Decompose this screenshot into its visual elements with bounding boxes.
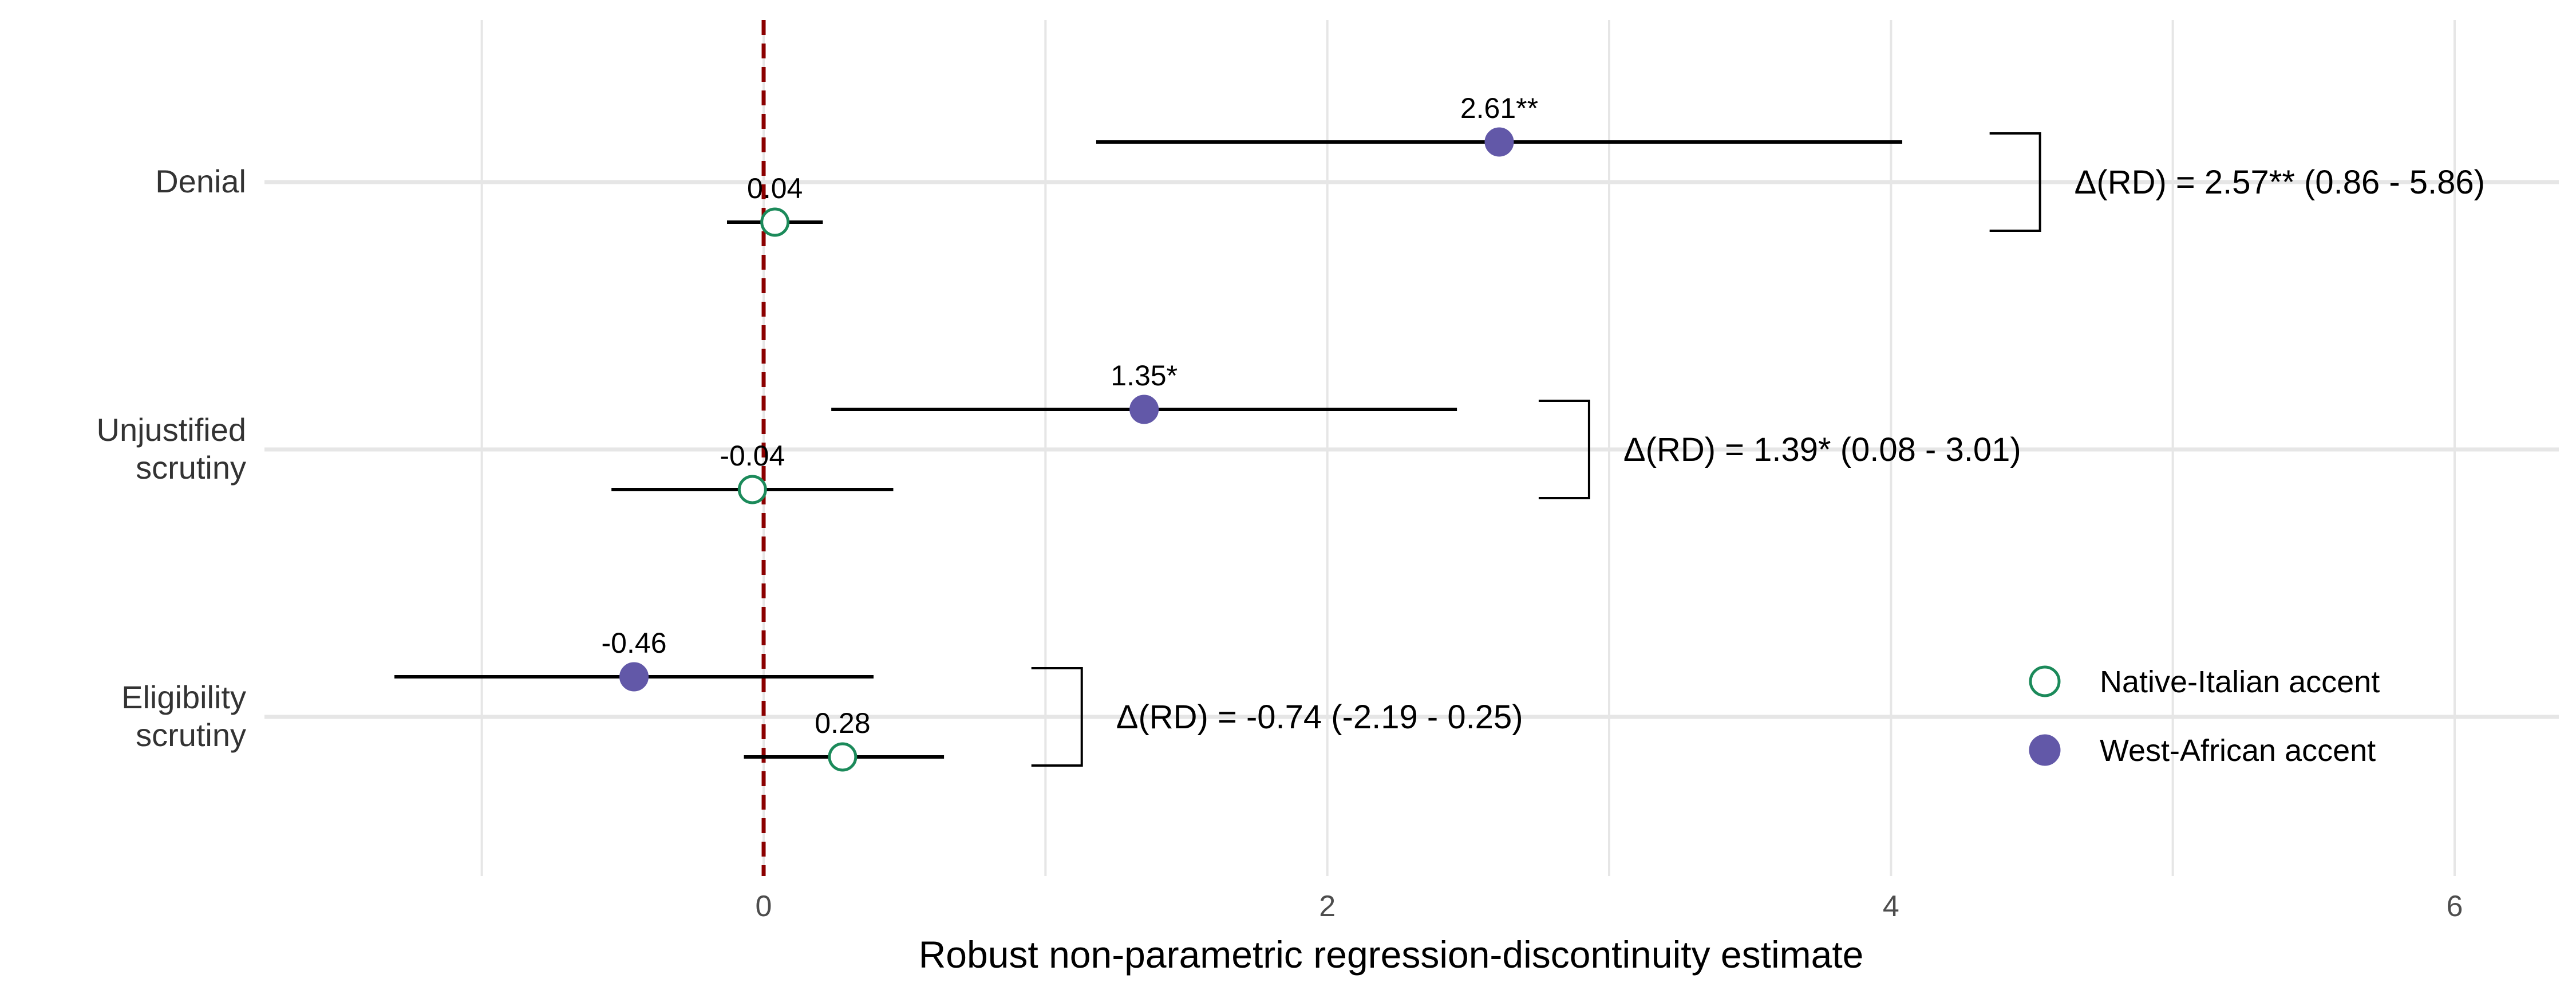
point-west-african	[1484, 127, 1514, 157]
point-native-italian	[760, 207, 790, 237]
difference-annotation: Δ(RD) = 2.57** (0.86 - 5.86)	[2075, 164, 2485, 201]
legend-label: Native-Italian accent	[2100, 665, 2380, 699]
x-axis-title: Robust non-parametric regression-discont…	[919, 933, 1864, 976]
x-tick-label: 2	[1319, 890, 1336, 923]
x-tick-label: 6	[2447, 890, 2463, 923]
point-native-italian	[737, 475, 767, 504]
point-label: 0.04	[747, 172, 803, 204]
point-west-african	[619, 662, 649, 692]
point-label: 0.28	[815, 707, 870, 739]
point-native-italian	[828, 742, 858, 772]
legend-key-west-african	[2029, 734, 2061, 766]
point-label: 1.35*	[1111, 360, 1178, 392]
legend: Native-Italian accent West-African accent	[2029, 665, 2380, 768]
legend-label: West-African accent	[2100, 733, 2376, 768]
y-category-label: Eligibility	[121, 679, 246, 715]
difference-bracket	[1031, 667, 1083, 767]
x-tick-label: 0	[756, 890, 772, 923]
point-west-african	[1129, 395, 1159, 424]
axis-layer: 0 2 4 6DenialUnjustifiedscrutinyEligibility…	[97, 163, 2463, 923]
point-label: 2.61**	[1460, 92, 1538, 124]
point-label: -0.46	[602, 627, 667, 659]
legend-key-native-italian	[2029, 665, 2061, 697]
point-label: -0.04	[720, 440, 785, 472]
difference-annotation: Δ(RD) = 1.39* (0.08 - 3.01)	[1623, 431, 2021, 468]
y-category-label: Denial	[155, 163, 246, 199]
difference-bracket	[1989, 132, 2041, 232]
data-layer: 0.04 -0.04 0.28 2.61** 1.35* -0.46	[394, 92, 1903, 772]
difference-annotation-layer: Δ(RD) = 2.57** (0.86 - 5.86) Δ(RD) = 1.39…	[1031, 132, 2485, 767]
x-tick-label: 4	[1883, 890, 1899, 923]
y-category-label: Unjustified	[97, 412, 246, 448]
y-category-label: scrutiny	[136, 717, 246, 753]
grid-layer	[264, 20, 2559, 876]
difference-annotation: Δ(RD) = -0.74 (-2.19 - 0.25)	[1116, 699, 1523, 736]
difference-bracket	[1538, 400, 1590, 499]
y-category-label: scrutiny	[136, 449, 246, 486]
